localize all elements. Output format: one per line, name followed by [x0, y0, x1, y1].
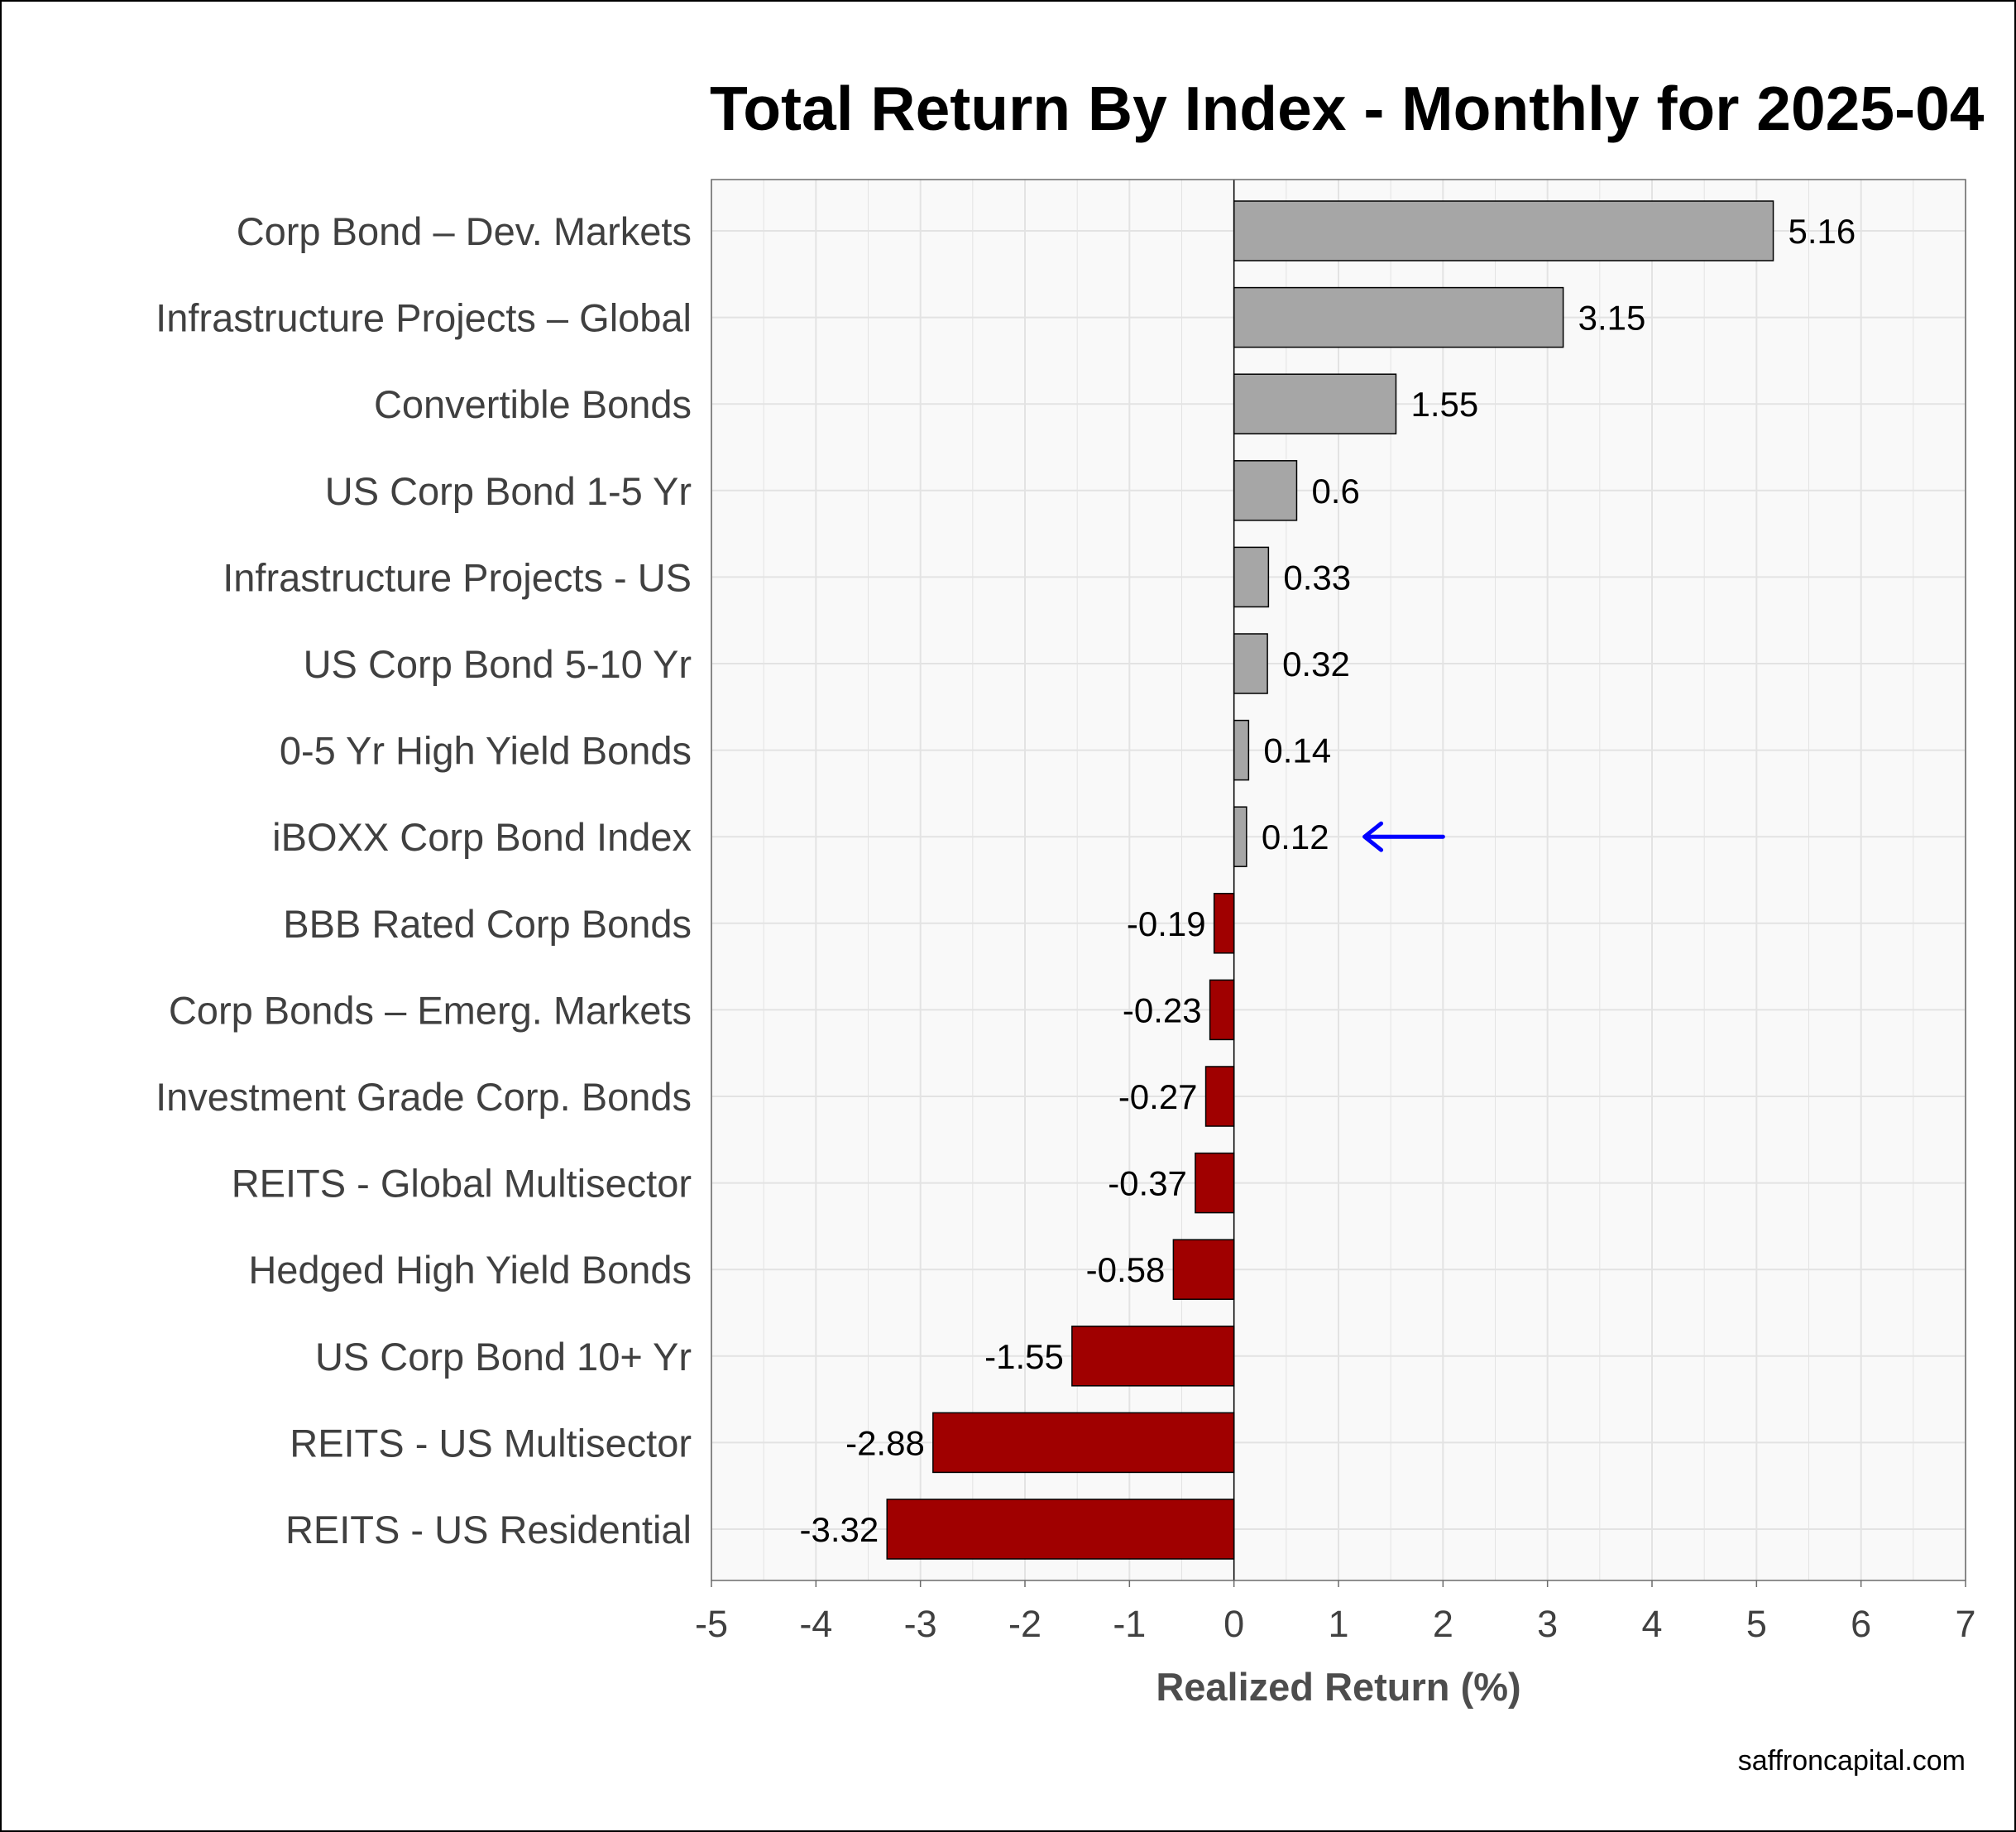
bar-13 [1071, 1326, 1235, 1387]
x-tick-label: -4 [799, 1603, 832, 1645]
value-label-7: 0.12 [1262, 818, 1329, 856]
x-tick-label: -3 [904, 1603, 937, 1645]
bars [886, 200, 1774, 1560]
bar-14 [932, 1412, 1235, 1474]
chart-title: Total Return By Index - Monthly for 2025… [710, 74, 1985, 143]
category-label-13: US Corp Bond 10+ Yr [315, 1335, 692, 1379]
bar-7 [1233, 806, 1247, 867]
category-label-9: Corp Bonds – Emerg. Markets [169, 988, 692, 1032]
bar-12 [1172, 1239, 1235, 1300]
value-label-9: -0.23 [1123, 990, 1202, 1029]
category-label-6: 0-5 Yr High Yield Bonds [280, 729, 692, 773]
x-tick-label: -2 [1008, 1603, 1042, 1645]
x-axis-title: Realized Return (%) [1156, 1665, 1520, 1709]
value-label-1: 3.15 [1578, 299, 1646, 338]
value-label-15: -3.32 [800, 1510, 879, 1549]
bar-0 [1233, 200, 1774, 261]
value-label-3: 0.6 [1311, 472, 1359, 511]
bar-6 [1233, 719, 1250, 781]
x-tick-labels: -5 -4 -3 -2 -1 0 1 2 3 4 5 6 7 [695, 1580, 1976, 1645]
bar-10 [1204, 1066, 1235, 1127]
x-tick-label: 6 [1851, 1603, 1871, 1645]
highlight-marker [1362, 821, 1445, 852]
x-tick-label: 1 [1328, 1603, 1348, 1645]
x-tick-label: 0 [1223, 1603, 1244, 1645]
category-label-0: Corp Bond – Dev. Markets [237, 209, 692, 253]
category-label-11: REITS - Global Multisector [232, 1162, 692, 1206]
category-label-7: iBOXX Corp Bond Index [272, 815, 692, 859]
value-label-11: -0.37 [1108, 1164, 1187, 1203]
x-tick-label: 3 [1537, 1603, 1558, 1645]
bar-1 [1233, 286, 1564, 348]
value-label-5: 0.32 [1282, 645, 1350, 683]
bar-5 [1233, 633, 1268, 694]
value-label-12: -0.58 [1086, 1250, 1166, 1289]
category-label-15: REITS - US Residential [285, 1508, 692, 1551]
bar-15 [886, 1499, 1235, 1560]
value-label-8: -0.19 [1127, 904, 1206, 943]
bar-11 [1195, 1152, 1235, 1214]
category-label-8: BBB Rated Corp Bonds [283, 902, 692, 946]
bar-8 [1213, 893, 1235, 954]
x-tick-label: 2 [1433, 1603, 1453, 1645]
bar-3 [1233, 460, 1298, 521]
x-tick-label: -1 [1113, 1603, 1146, 1645]
category-labels: Corp Bond – Dev. Markets Infrastructure P… [156, 209, 692, 1551]
value-label-0: 5.16 [1789, 212, 1856, 251]
bar-2 [1233, 373, 1397, 434]
category-label-14: REITS - US Multisector [290, 1421, 692, 1465]
value-label-14: -2.88 [845, 1423, 925, 1462]
value-label-10: -0.27 [1118, 1077, 1198, 1116]
x-tick-label: -5 [695, 1603, 728, 1645]
category-label-1: Infrastructure Projects – Global [156, 296, 692, 340]
category-label-5: US Corp Bond 5-10 Yr [304, 642, 692, 686]
source-credit: saffroncapital.com [1738, 1745, 1966, 1777]
category-label-4: Infrastructure Projects - US [223, 555, 692, 599]
category-label-10: Investment Grade Corp. Bonds [156, 1075, 692, 1119]
bar-4 [1233, 546, 1270, 608]
value-label-2: 1.55 [1410, 385, 1478, 424]
x-tick-label: 7 [1955, 1603, 1975, 1645]
highlight-arrow-icon [1362, 821, 1445, 852]
x-tick-label: 5 [1746, 1603, 1767, 1645]
value-label-4: 0.33 [1283, 558, 1351, 597]
x-tick-label: 4 [1641, 1603, 1662, 1645]
value-label-13: -1.55 [984, 1337, 1064, 1376]
category-label-2: Convertible Bonds [374, 382, 692, 426]
bar-9 [1209, 979, 1235, 1041]
category-label-3: US Corp Bond 1-5 Yr [325, 469, 692, 513]
category-label-12: Hedged High Yield Bonds [248, 1248, 692, 1292]
value-label-6: 0.14 [1263, 731, 1331, 770]
value-labels: 5.16 3.15 1.55 0.6 0.33 0.32 0.14 0.12 -0.19 -0.2… [800, 212, 1856, 1549]
